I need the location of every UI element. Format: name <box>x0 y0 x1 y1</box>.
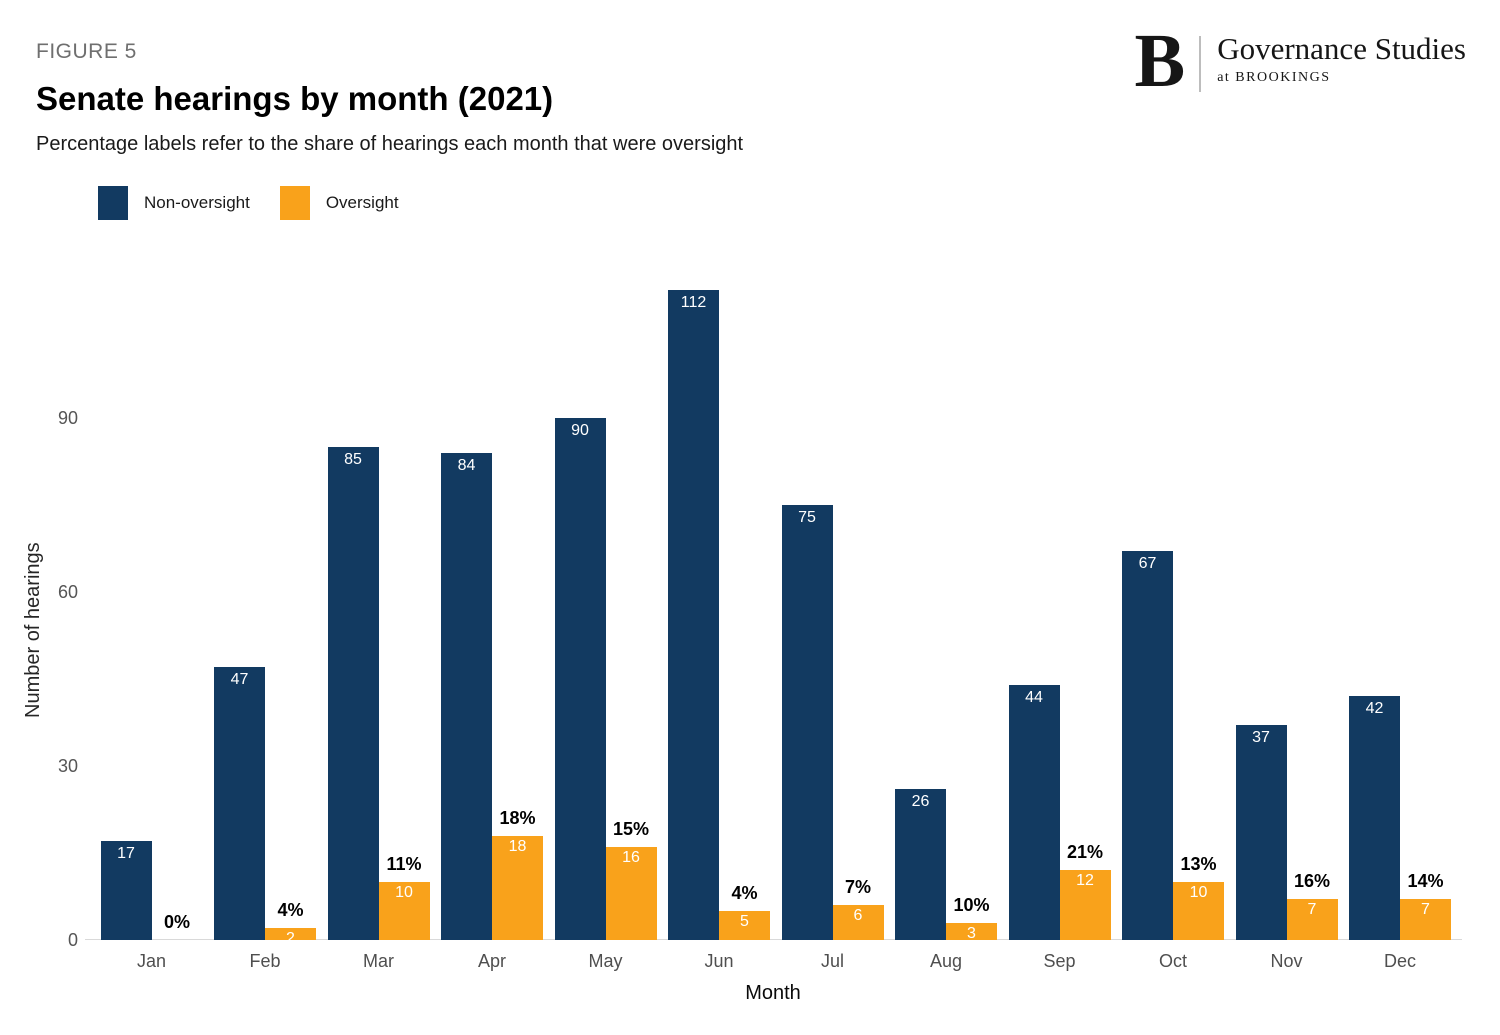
bar-oversight: 10 <box>1173 882 1224 940</box>
bar-value-label: 44 <box>1025 688 1043 706</box>
x-axis-tick-label: Aug <box>929 951 963 971</box>
figure-label: FIGURE 5 <box>36 40 137 63</box>
bar-value-label: 85 <box>344 451 362 468</box>
bar-non-oversight: 37 <box>1235 725 1287 940</box>
x-axis-tick-label: Sep <box>1043 951 1076 971</box>
x-axis-tick-label: May <box>588 951 623 971</box>
x-axis-tick-label: Jan <box>136 951 167 971</box>
bar-value-label: 84 <box>457 456 476 474</box>
bar-oversight: 3 <box>946 922 997 940</box>
bar-value-label: 47 <box>230 671 249 689</box>
x-axis-tick-label: Jun <box>704 951 734 971</box>
bar-value-label: 10 <box>395 884 413 901</box>
y-axis-title: Number of hearings <box>22 542 44 718</box>
bar-oversight: 10 <box>378 882 430 940</box>
chart-subtitle: Percentage labels refer to the share of … <box>36 133 744 155</box>
oversight-percentage-label: 0% <box>163 912 190 932</box>
oversight-percentage-label: 16% <box>1293 871 1331 892</box>
bar-value-label: 7 <box>1421 901 1430 919</box>
oversight-percentage-label: 11% <box>386 854 422 874</box>
bar-non-oversight: 47 <box>214 667 265 940</box>
bar-non-oversight: 26 <box>895 789 946 940</box>
logo-name: Governance Studies <box>1217 31 1466 66</box>
oversight-percentage-label: 18% <box>499 807 536 828</box>
bar-non-oversight: 44 <box>1008 684 1060 940</box>
chart-legend: Non-oversight Oversight <box>98 186 429 220</box>
y-axis-tick-label: 60 <box>57 582 78 602</box>
oversight-percentage-label: 15% <box>612 819 650 840</box>
legend-item-oversight: Oversight <box>279 186 399 220</box>
x-axis-line <box>85 939 1462 940</box>
oversight-percentage-label: 4% <box>731 883 758 903</box>
bar-oversight: 16 <box>605 847 657 940</box>
bar-oversight: 12 <box>1059 870 1111 940</box>
oversight-percentage-label: 14% <box>1407 871 1444 892</box>
brookings-logo: B Governance Studies at BROOKINGS <box>1134 19 1467 103</box>
y-axis-tick-label: 30 <box>57 756 78 776</box>
bar-value-label: 5 <box>740 913 749 930</box>
bar-value-label: 67 <box>1138 555 1157 573</box>
bar-non-oversight: 67 <box>1122 551 1173 940</box>
bar-non-oversight: 90 <box>554 418 606 940</box>
legend-label: Non-oversight <box>144 193 250 212</box>
x-axis-tick-label: Nov <box>1270 951 1303 971</box>
bar-value-label: 7 <box>1307 901 1317 919</box>
bar-value-label: 17 <box>117 845 135 863</box>
bar-non-oversight: 75 <box>781 505 833 940</box>
x-axis-tick-label: Jul <box>820 951 844 971</box>
bar-value-label: 6 <box>853 907 863 925</box>
bar-value-label: 90 <box>571 422 589 439</box>
x-axis-tick-label: Dec <box>1383 951 1416 971</box>
bar-oversight: 6 <box>832 905 884 940</box>
x-axis-tick-label: Oct <box>1158 951 1187 971</box>
oversight-percentage-label: 13% <box>1180 854 1217 874</box>
y-axis-tick-label: 90 <box>57 408 78 428</box>
y-axis-tick-label: 0 <box>67 930 78 950</box>
brookings-b-icon: B <box>1134 19 1186 103</box>
bar-oversight: 2 <box>265 928 316 940</box>
x-axis-tick-label: Apr <box>477 951 506 971</box>
bar-oversight: 5 <box>719 911 770 940</box>
logo-subtitle: at BROOKINGS <box>1217 70 1331 85</box>
bar-oversight: 7 <box>1400 899 1451 940</box>
bar-value-label: 2 <box>286 930 295 940</box>
bar-value-label: 37 <box>1252 729 1270 747</box>
x-axis-title: Month <box>745 982 801 1004</box>
oversight-percentage-label: 21% <box>1066 842 1104 863</box>
bar-non-oversight: 112 <box>668 290 719 940</box>
bar-non-oversight: 42 <box>1349 696 1400 940</box>
bar-oversight: 18 <box>492 835 543 940</box>
logo-divider <box>1199 36 1202 92</box>
oversight-percentage-label: 7% <box>844 877 871 898</box>
bar-value-label: 16 <box>622 849 640 867</box>
oversight-swatch <box>279 186 310 220</box>
non-oversight-swatch <box>98 186 128 220</box>
legend-label: Oversight <box>325 193 399 212</box>
oversight-percentage-label: 4% <box>277 900 304 921</box>
bar-non-oversight: 84 <box>441 452 492 940</box>
bar-non-oversight: 85 <box>327 447 379 940</box>
bar-value-label: 12 <box>1076 872 1094 890</box>
bar-value-label: 26 <box>911 793 930 811</box>
page-title: Senate hearings by month (2021) <box>36 80 554 117</box>
oversight-percentage-label: 10% <box>953 894 990 915</box>
bar-value-label: 75 <box>798 509 816 526</box>
bar-value-label: 112 <box>680 294 707 312</box>
x-axis-tick-label: Feb <box>249 951 281 971</box>
bar-value-label: 3 <box>967 924 976 940</box>
bar-oversight: 7 <box>1286 899 1338 940</box>
legend-item-non-oversight: Non-oversight <box>98 186 250 220</box>
bar-value-label: 18 <box>508 837 527 855</box>
bar-value-label: 42 <box>1365 700 1384 718</box>
x-axis-tick-label: Mar <box>363 951 394 971</box>
bar-value-label: 10 <box>1189 884 1208 901</box>
bar-non-oversight: 17 <box>100 841 152 940</box>
logo-text: Governance Studies at BROOKINGS <box>1201 28 1466 86</box>
